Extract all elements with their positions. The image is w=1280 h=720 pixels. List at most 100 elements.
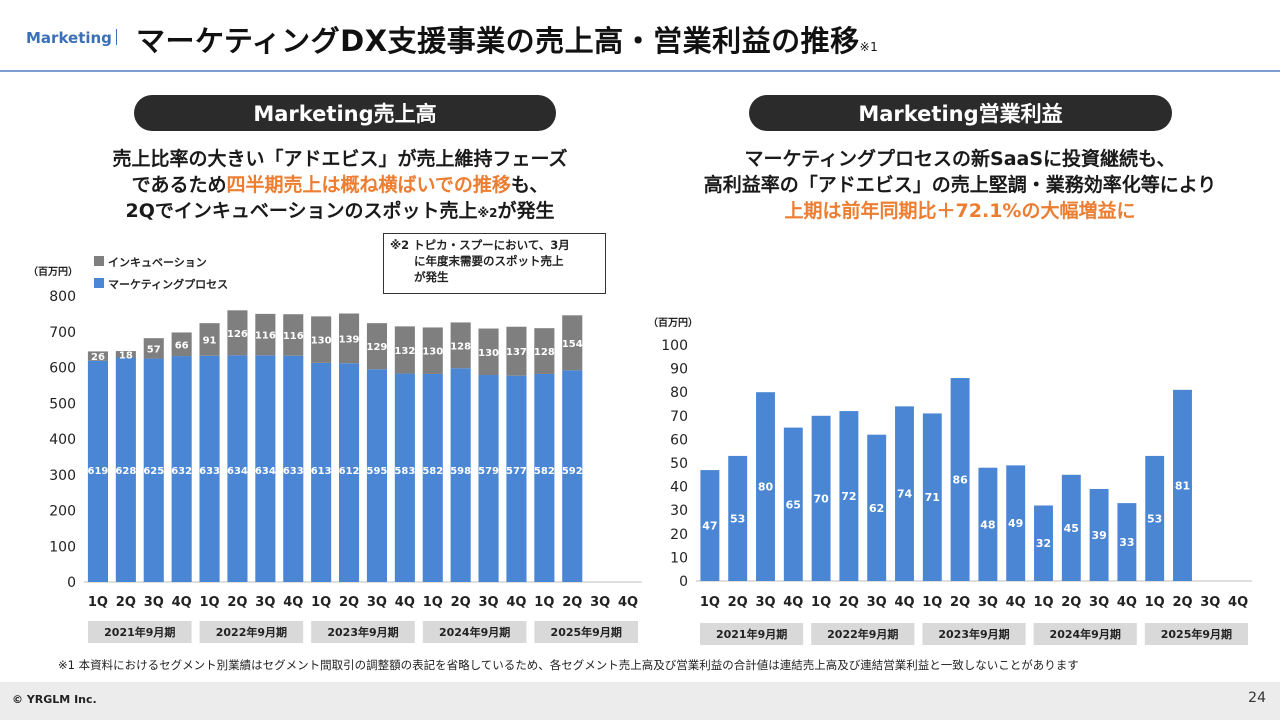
bar-secondary [366,323,387,370]
fiscal-year-label: 2022年9月期 [827,627,898,641]
spot-sales-callout: ※2 トピカ・スプーにおいて、3月 に年度末需要のスポット売上 が発生 [383,233,606,294]
revenue-lead-line3: 2Qでインキュベーションのスポット売上※2が発生 [40,198,640,226]
data-label: 53 [730,512,745,525]
x-tick-label: 2Q [562,595,582,610]
bar-primary [255,355,276,582]
bar-primary [1117,503,1137,581]
data-label: 91 [203,335,217,346]
header-separator [116,29,117,45]
legend-swatch [94,256,104,266]
fiscal-year-box [422,621,527,643]
data-label: 18 [119,350,133,361]
y-tick-label: 30 [670,503,688,519]
x-tick-label: 2Q [227,595,247,610]
bar-primary [1173,389,1192,581]
fiscal-year-label: 2024年9月期 [439,625,510,639]
data-label: 619 [88,466,109,477]
bar-secondary [311,316,332,363]
y-tick-label: 200 [49,504,76,520]
profit-lead: マーケティングプロセスの新SaaSに投資継続も、 高利益率の「アドエビス」の売上… [650,146,1270,224]
x-tick-label: 1Q [700,595,720,610]
data-label: 74 [897,488,913,501]
data-label: 633 [283,466,304,477]
data-label: 625 [143,466,164,477]
bar-primary [839,411,859,581]
data-label: 65 [786,498,801,511]
data-label: 129 [367,342,388,353]
fiscal-year-box [199,621,304,643]
data-label: 71 [925,491,940,504]
x-tick-label: 4Q [283,595,303,610]
fiscal-year-label: 2023年9月期 [938,627,1009,641]
data-label: 577 [506,466,527,477]
fiscal-year-box [534,621,638,643]
y-tick-label: 500 [49,396,76,412]
y-tick-label: 0 [679,574,688,590]
x-tick-label: 4Q [1228,595,1248,610]
footnote: ※1 本資料におけるセグメント別業績はセグメント間取引の調整額の表記を省略してい… [58,658,1079,672]
data-label: 633 [199,466,220,477]
bar-primary [171,356,192,582]
legend-swatch [94,278,104,288]
bar-primary [1061,474,1081,581]
x-tick-label: 1Q [811,595,831,610]
y-tick-label: 800 [49,289,76,305]
x-tick-label: 1Q [88,595,108,610]
x-tick-label: 2Q [950,595,970,610]
bar-primary [311,362,332,582]
x-tick-label: 3Q [367,595,387,610]
x-tick-label: 3Q [978,595,998,610]
bar-primary [450,368,471,582]
y-tick-label: 70 [670,409,688,425]
y-tick-label: 90 [670,362,688,378]
x-tick-label: 4Q [172,595,192,610]
x-tick-label: 4Q [1006,595,1026,610]
section-tag: Marketing [26,29,112,47]
data-label: 613 [311,466,332,477]
bar-secondary [534,328,555,374]
y-tick-label: 100 [661,338,688,354]
x-tick-label: 3Q [144,595,164,610]
x-tick-label: 1Q [534,595,554,610]
x-tick-label: 2Q [839,595,859,610]
bar-primary [478,375,499,582]
fiscal-year-label: 2025年9月期 [551,625,622,639]
y-tick-label: 50 [670,456,688,472]
data-label: 634 [255,466,276,477]
bar-secondary [87,351,108,361]
y-tick-label: 100 [49,539,76,555]
x-tick-label: 4Q [783,595,803,610]
bar-secondary [506,326,527,376]
bar-primary [811,415,831,581]
y-tick-label: 0 [67,575,76,591]
data-label: 132 [394,346,415,357]
data-label: 70 [813,492,829,505]
bar-primary [87,360,108,582]
bar-secondary [255,313,276,356]
data-label: 130 [311,336,332,347]
x-tick-label: 4Q [894,595,914,610]
data-label: 137 [506,347,527,358]
profit-chart: （百万円） 0 10 20 30 40 50 60 70 80 90 100 47 1Q 53 2Q 80 3Q 6… [648,316,1252,645]
page-number: 24 [1248,690,1266,706]
x-tick-label: 2Q [1172,595,1192,610]
x-tick-label: 3Q [1200,595,1220,610]
bar-primary [199,355,220,582]
revenue-lead-line1: 売上比率の大きい「アドエビス」が売上維持フェーズ [112,148,568,170]
x-tick-label: 1Q [311,595,331,610]
y-tick-label: 700 [49,325,76,341]
revenue-lead-highlight: 四半期売上は概ね横ばいでの推移 [226,174,511,196]
bar-primary [366,369,387,582]
data-label: 139 [339,334,360,345]
bar-primary [283,355,304,582]
data-label: 47 [702,520,717,533]
page-title-text: マーケティングDX支援事業の売上高・営業利益の推移 [136,24,860,58]
bar-primary [895,406,914,581]
y-tick-label: 40 [670,480,688,496]
bar-secondary [199,323,220,356]
page-title: マーケティングDX支援事業の売上高・営業利益の推移※1 [136,18,878,60]
x-tick-label: 2Q [116,595,136,610]
bar-secondary [450,322,471,369]
fiscal-year-box [1033,623,1137,645]
data-label: 57 [147,344,161,355]
